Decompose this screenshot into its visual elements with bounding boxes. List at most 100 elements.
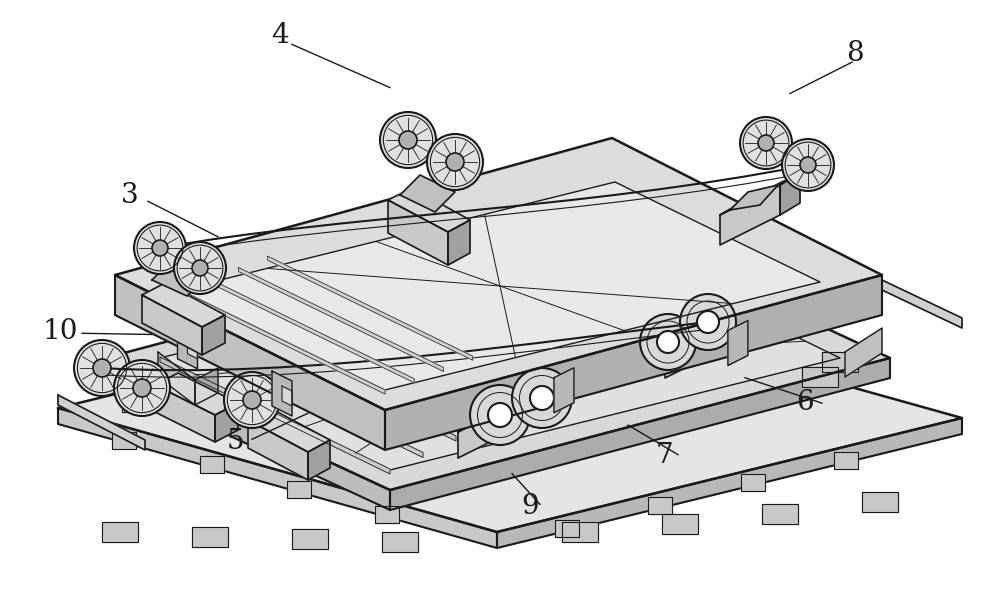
Circle shape (488, 403, 512, 427)
Polygon shape (720, 185, 780, 245)
Polygon shape (192, 527, 228, 547)
Circle shape (174, 242, 226, 294)
Polygon shape (287, 481, 311, 498)
Polygon shape (142, 283, 225, 327)
Polygon shape (448, 220, 470, 265)
Circle shape (758, 135, 774, 151)
Polygon shape (178, 324, 198, 369)
Polygon shape (388, 188, 470, 232)
Text: 10: 10 (42, 318, 78, 345)
Polygon shape (200, 456, 224, 474)
Polygon shape (555, 520, 579, 537)
Circle shape (399, 131, 417, 149)
Polygon shape (728, 320, 748, 365)
Polygon shape (458, 390, 540, 432)
Circle shape (800, 157, 816, 173)
Polygon shape (226, 324, 456, 441)
Circle shape (133, 379, 151, 397)
Polygon shape (215, 403, 238, 442)
Polygon shape (248, 420, 308, 480)
Polygon shape (388, 200, 448, 265)
Polygon shape (193, 340, 423, 458)
Circle shape (446, 153, 464, 171)
Polygon shape (58, 408, 497, 548)
Circle shape (380, 112, 436, 168)
Polygon shape (58, 295, 962, 532)
Polygon shape (648, 497, 672, 514)
Text: 8: 8 (846, 40, 864, 67)
Circle shape (530, 386, 554, 410)
Circle shape (512, 368, 572, 428)
Polygon shape (308, 440, 330, 480)
Text: 7: 7 (656, 442, 674, 469)
Polygon shape (142, 372, 178, 392)
Polygon shape (382, 532, 418, 552)
Polygon shape (115, 275, 385, 450)
Circle shape (782, 139, 834, 191)
Text: 6: 6 (796, 389, 814, 416)
Polygon shape (58, 395, 145, 450)
Polygon shape (160, 246, 840, 470)
Polygon shape (209, 279, 414, 383)
Polygon shape (152, 262, 205, 296)
Polygon shape (248, 408, 330, 452)
Polygon shape (160, 357, 390, 474)
Polygon shape (730, 185, 778, 210)
Polygon shape (105, 225, 890, 490)
Polygon shape (802, 367, 838, 387)
Polygon shape (762, 504, 798, 524)
Polygon shape (115, 138, 882, 410)
Circle shape (134, 222, 186, 274)
Polygon shape (180, 182, 820, 390)
Polygon shape (105, 358, 390, 510)
Polygon shape (195, 368, 218, 405)
Polygon shape (282, 386, 292, 406)
Polygon shape (780, 173, 800, 215)
Text: 9: 9 (521, 493, 539, 520)
Polygon shape (845, 328, 882, 377)
Polygon shape (180, 290, 385, 394)
Polygon shape (239, 268, 444, 372)
Polygon shape (142, 295, 202, 355)
Circle shape (657, 331, 679, 353)
Polygon shape (292, 291, 522, 408)
Polygon shape (155, 373, 238, 415)
Polygon shape (188, 339, 198, 359)
Circle shape (640, 314, 696, 370)
Circle shape (93, 359, 111, 377)
Polygon shape (385, 275, 882, 450)
Circle shape (74, 340, 130, 396)
Polygon shape (834, 452, 858, 468)
Polygon shape (155, 385, 215, 442)
Text: 4: 4 (271, 22, 289, 49)
Polygon shape (122, 392, 158, 412)
Circle shape (192, 260, 208, 276)
Circle shape (152, 240, 168, 256)
Polygon shape (158, 352, 195, 405)
Polygon shape (665, 310, 748, 352)
Polygon shape (518, 390, 540, 428)
Polygon shape (882, 280, 962, 328)
Polygon shape (862, 492, 898, 512)
Polygon shape (662, 514, 698, 534)
Circle shape (243, 391, 261, 409)
Circle shape (697, 311, 719, 333)
Polygon shape (458, 402, 518, 458)
Polygon shape (375, 506, 399, 523)
Polygon shape (272, 371, 292, 416)
Circle shape (470, 385, 530, 445)
Polygon shape (259, 307, 489, 424)
Polygon shape (497, 418, 962, 548)
Circle shape (427, 134, 483, 190)
Polygon shape (112, 432, 136, 449)
Polygon shape (725, 310, 748, 348)
Polygon shape (202, 315, 225, 355)
Polygon shape (102, 522, 138, 542)
Circle shape (224, 372, 280, 428)
Polygon shape (390, 358, 890, 510)
Polygon shape (292, 529, 328, 549)
Polygon shape (822, 352, 858, 372)
Polygon shape (554, 368, 574, 413)
Polygon shape (268, 256, 473, 361)
Polygon shape (665, 322, 725, 378)
